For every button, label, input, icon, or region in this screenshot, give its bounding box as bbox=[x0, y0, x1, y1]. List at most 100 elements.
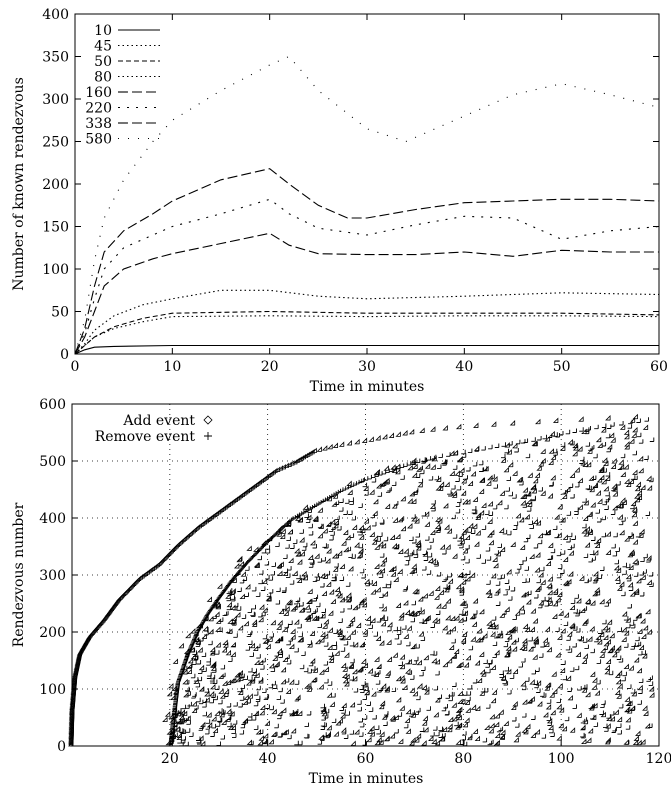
remove-event-marker bbox=[171, 734, 176, 739]
add-event-marker bbox=[373, 671, 379, 677]
add-event-marker bbox=[242, 718, 249, 724]
add-event-marker bbox=[307, 613, 313, 619]
add-event-marker bbox=[369, 531, 375, 538]
x-tick-label: 100 bbox=[548, 751, 575, 767]
add-event-marker bbox=[358, 599, 364, 606]
remove-event-marker bbox=[496, 727, 502, 733]
add-event-marker bbox=[341, 672, 348, 679]
add-event-marker bbox=[379, 481, 385, 487]
add-event-marker bbox=[392, 652, 398, 658]
remove-event-marker bbox=[413, 550, 418, 556]
remove-event-marker bbox=[292, 539, 298, 544]
add-event-marker bbox=[510, 704, 517, 711]
remove-event-marker bbox=[232, 621, 237, 626]
remove-event-marker bbox=[247, 716, 253, 721]
remove-event-marker bbox=[332, 645, 338, 650]
add-event-marker bbox=[638, 467, 644, 474]
remove-event-marker bbox=[288, 620, 293, 625]
add-event-marker bbox=[221, 719, 227, 725]
remove-event-marker bbox=[388, 467, 394, 472]
add-event-marker bbox=[569, 472, 575, 478]
remove-event-marker bbox=[547, 433, 553, 438]
remove-event-marker bbox=[525, 677, 530, 682]
add-event-marker bbox=[179, 709, 186, 715]
add-event-marker bbox=[475, 530, 481, 536]
add-event-marker bbox=[567, 571, 574, 577]
remove-event-marker bbox=[331, 693, 336, 698]
remove-event-marker bbox=[262, 739, 267, 744]
remove-event-marker bbox=[470, 529, 476, 534]
add-event-marker bbox=[341, 702, 347, 709]
add-event-marker bbox=[532, 477, 539, 484]
legend-label: 10 bbox=[94, 23, 112, 39]
remove-event-marker bbox=[605, 472, 611, 477]
remove-event-marker bbox=[362, 682, 367, 688]
add-event-marker bbox=[310, 677, 317, 683]
remove-event-marker bbox=[371, 473, 376, 479]
remove-event-marker bbox=[512, 525, 518, 530]
remove-event-marker bbox=[418, 465, 423, 471]
remove-event-marker bbox=[224, 692, 229, 697]
remove-event-marker bbox=[218, 708, 223, 713]
add-event-marker bbox=[569, 727, 576, 733]
remove-event-marker bbox=[467, 448, 473, 454]
remove-event-marker bbox=[251, 612, 256, 617]
remove-event-marker bbox=[525, 491, 531, 496]
add-event-marker bbox=[460, 579, 467, 585]
add-event-marker bbox=[575, 651, 581, 658]
remove-event-marker bbox=[296, 551, 301, 557]
remove-event-marker bbox=[415, 458, 421, 464]
add-event-marker bbox=[346, 596, 352, 602]
add-event-marker bbox=[345, 534, 351, 541]
remove-event-marker bbox=[185, 728, 191, 733]
add-event-marker bbox=[604, 668, 610, 675]
remove-event-marker bbox=[244, 592, 249, 597]
add-event-marker bbox=[197, 647, 203, 653]
remove-event-marker bbox=[504, 504, 509, 510]
add-event-marker bbox=[321, 445, 328, 451]
add-event-marker bbox=[473, 541, 480, 547]
remove-event-marker bbox=[359, 568, 365, 574]
remove-event-marker bbox=[225, 581, 231, 586]
legend-label: 80 bbox=[94, 70, 112, 86]
x-axis-label: Time in minutes bbox=[310, 379, 425, 395]
remove-event-marker bbox=[486, 668, 491, 674]
remove-event-marker bbox=[540, 692, 545, 697]
remove-event-marker bbox=[632, 450, 637, 456]
remove-event-marker bbox=[601, 515, 606, 521]
add-event-marker bbox=[398, 612, 405, 618]
add-event-marker bbox=[245, 583, 251, 590]
add-event-marker bbox=[322, 623, 328, 629]
remove-event-marker bbox=[378, 573, 384, 578]
add-event-marker bbox=[293, 619, 300, 625]
add-event-marker bbox=[480, 671, 487, 677]
remove-event-marker bbox=[281, 588, 287, 593]
remove-event-marker bbox=[212, 668, 217, 673]
remove-event-marker bbox=[555, 433, 561, 438]
remove-event-marker bbox=[583, 684, 588, 689]
add-event-marker bbox=[325, 557, 331, 564]
add-event-marker bbox=[510, 541, 516, 548]
remove-event-marker bbox=[222, 611, 228, 617]
add-event-marker bbox=[526, 501, 533, 507]
remove-event-marker bbox=[214, 597, 219, 603]
add-event-marker bbox=[559, 445, 566, 451]
remove-event-marker bbox=[334, 489, 339, 495]
add-event-marker bbox=[547, 600, 553, 606]
add-event-marker bbox=[526, 498, 532, 504]
remove-event-marker bbox=[533, 680, 538, 685]
add-event-marker bbox=[262, 607, 268, 613]
remove-event-marker bbox=[308, 661, 314, 667]
add-event-marker bbox=[618, 581, 625, 587]
add-event-marker bbox=[635, 730, 641, 736]
add-event-marker bbox=[612, 504, 618, 511]
add-event-marker bbox=[441, 458, 448, 465]
remove-event-marker bbox=[336, 488, 341, 494]
remove-event-marker bbox=[291, 515, 296, 520]
remove-event-marker bbox=[622, 671, 627, 677]
remove-event-marker bbox=[194, 631, 199, 637]
add-event-marker bbox=[615, 678, 622, 685]
add-event-marker bbox=[581, 658, 587, 664]
add-event-marker bbox=[374, 469, 381, 475]
add-event-marker bbox=[218, 673, 224, 679]
